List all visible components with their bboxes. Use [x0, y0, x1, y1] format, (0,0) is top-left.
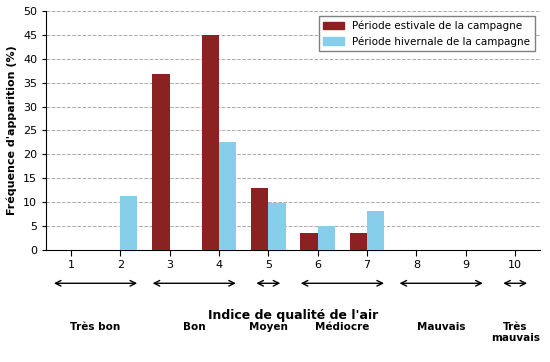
Text: Bon: Bon [183, 321, 206, 332]
Bar [300, 233, 318, 250]
Bar [152, 75, 169, 250]
Bar [318, 226, 335, 250]
Bar [219, 142, 236, 250]
Text: Très bon: Très bon [70, 321, 120, 332]
Text: Moyen: Moyen [249, 321, 288, 332]
Bar [251, 188, 268, 250]
Bar [367, 211, 384, 250]
Bar [350, 233, 367, 250]
Bar [120, 196, 138, 250]
Text: Mauvais: Mauvais [417, 321, 465, 332]
Bar [202, 35, 219, 250]
Bar [268, 203, 285, 250]
Text: Très
mauvais: Très mauvais [491, 321, 540, 343]
Legend: Période estivale de la campagne, Période hivernale de la campagne: Période estivale de la campagne, Période… [319, 16, 535, 51]
Text: Médiocre: Médiocre [315, 321, 370, 332]
X-axis label: Indice de qualité de l'air: Indice de qualité de l'air [208, 309, 378, 322]
Y-axis label: Fréquence d'apparition (%): Fréquence d'apparition (%) [7, 46, 18, 215]
